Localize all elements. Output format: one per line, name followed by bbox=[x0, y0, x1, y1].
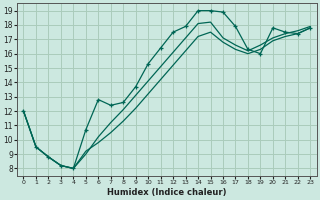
X-axis label: Humidex (Indice chaleur): Humidex (Indice chaleur) bbox=[107, 188, 227, 197]
